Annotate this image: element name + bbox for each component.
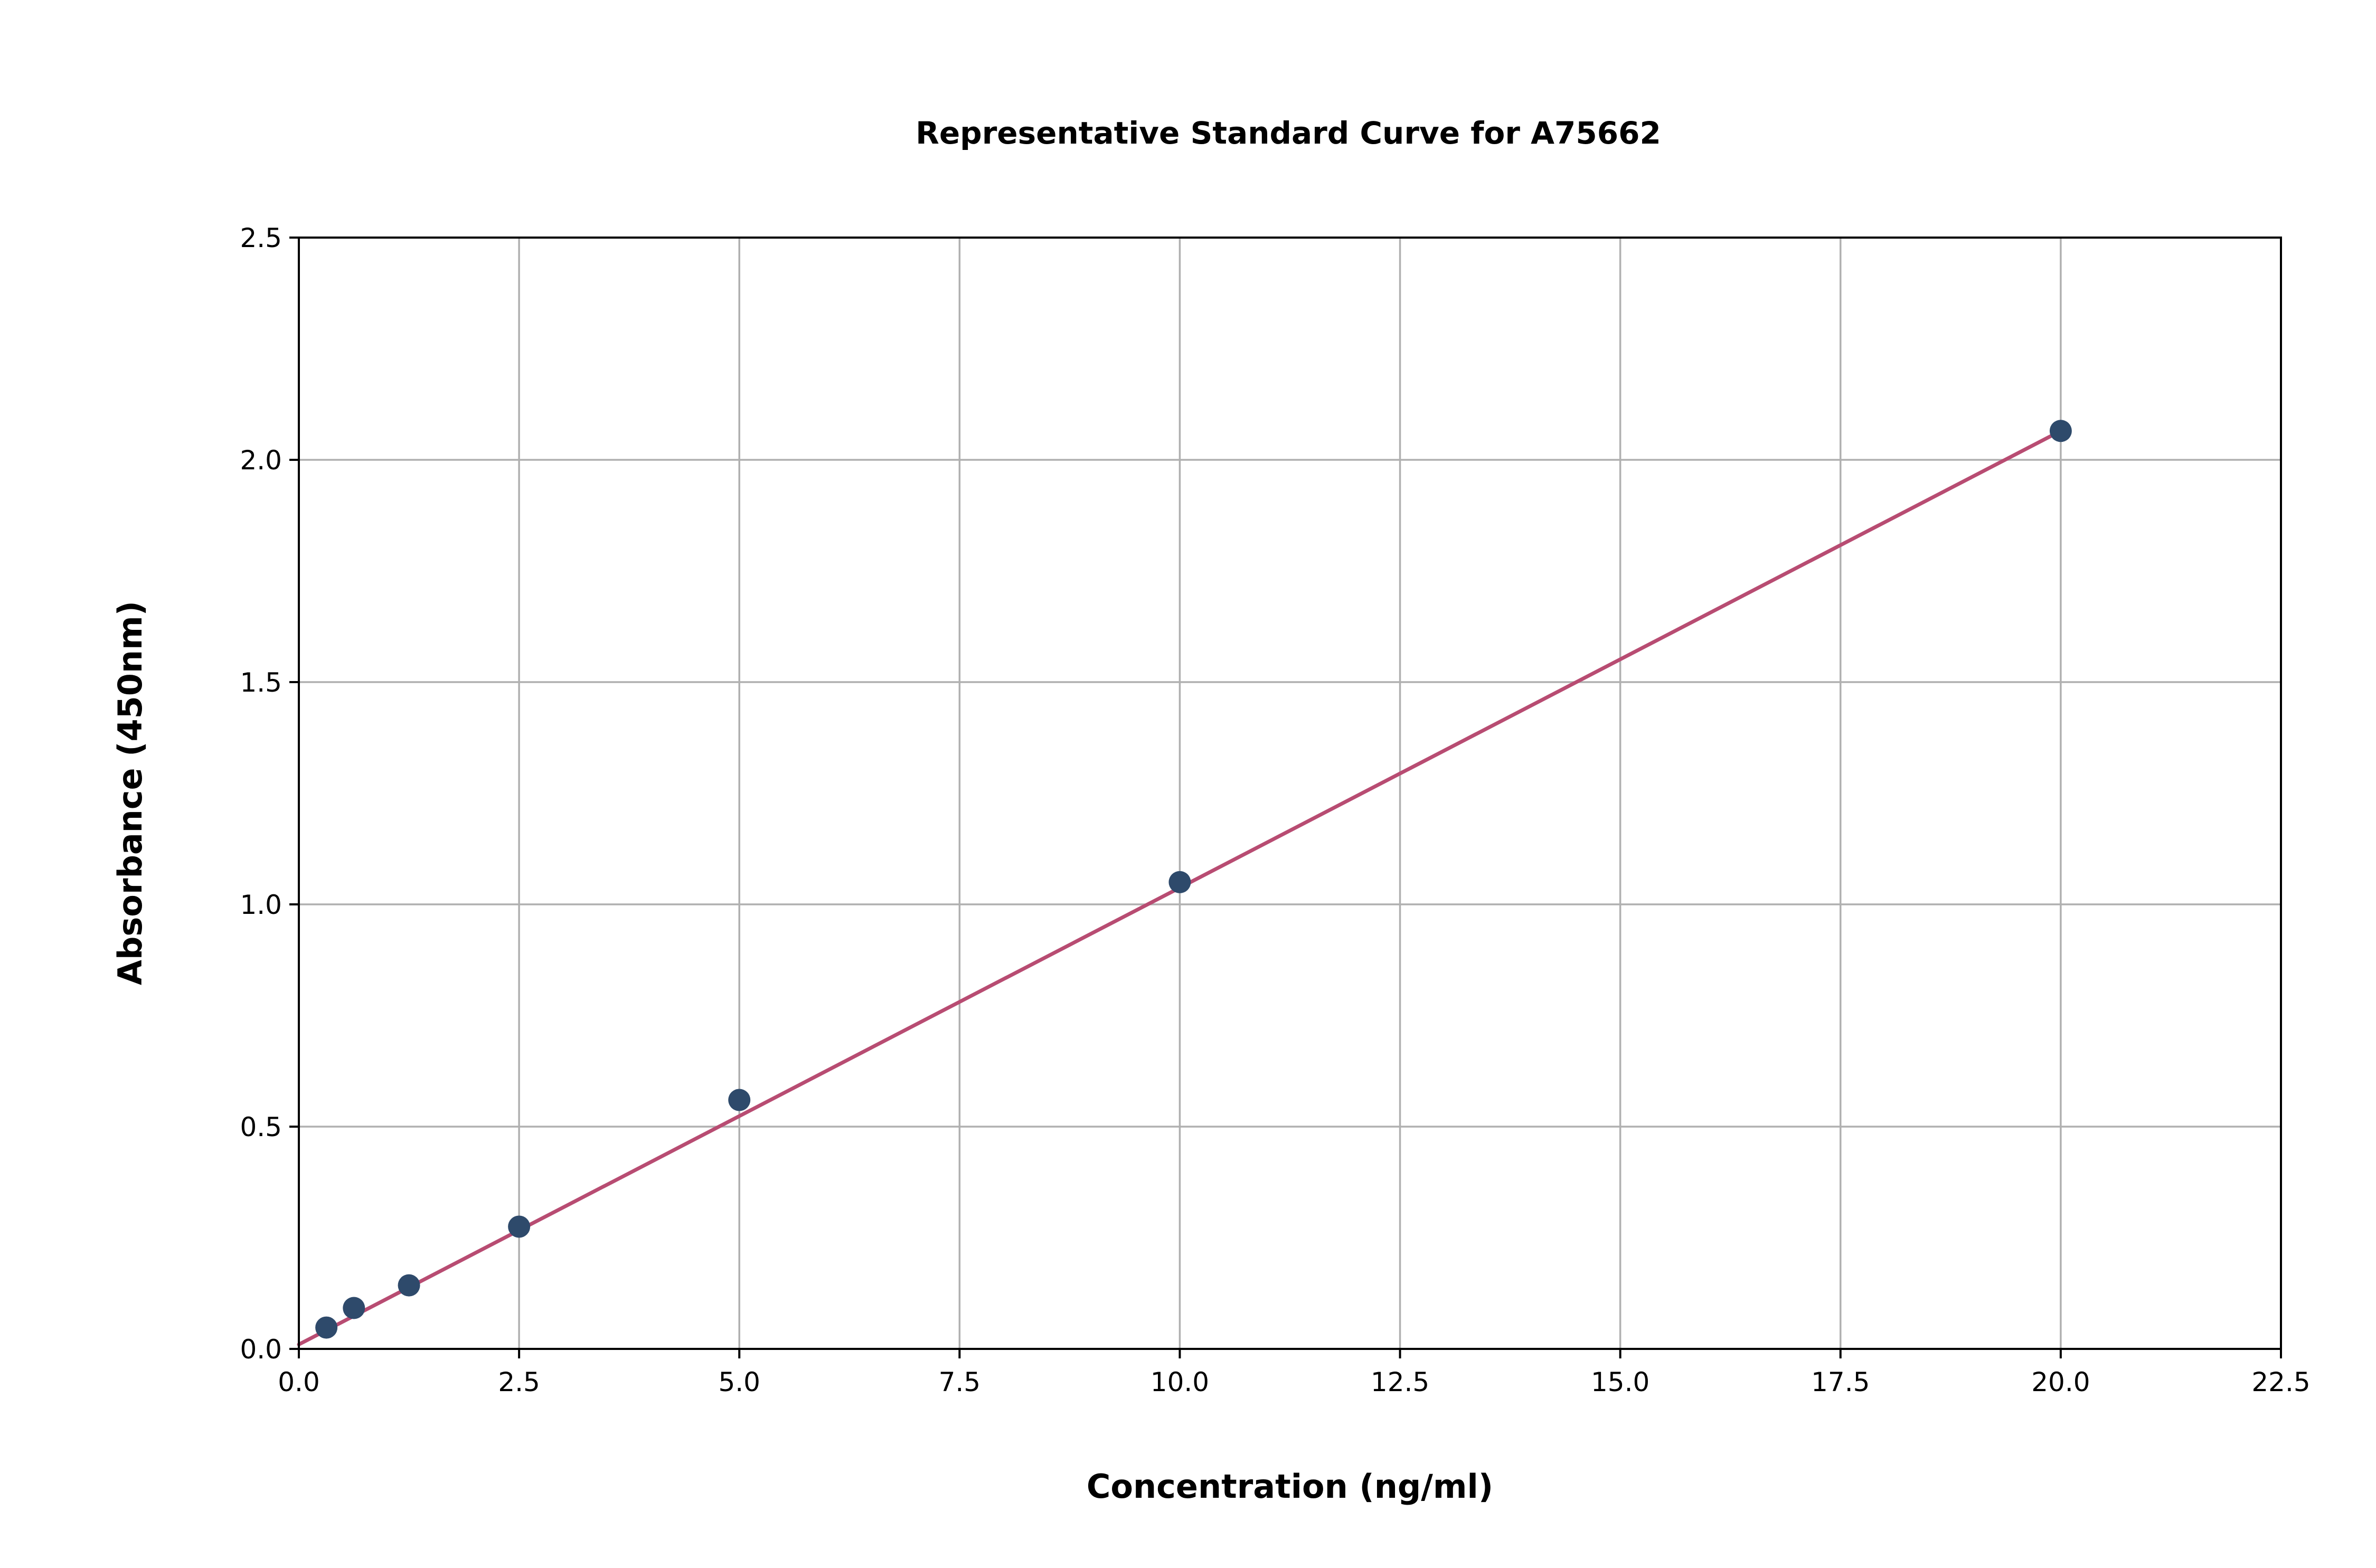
y-tick-label: 1.5 <box>240 667 282 698</box>
data-points <box>315 420 2072 1339</box>
data-point <box>315 1316 338 1339</box>
x-tick-label: 7.5 <box>939 1367 981 1397</box>
chart-title: Representative Standard Curve for A75662 <box>916 115 1661 151</box>
x-tick-label: 17.5 <box>1811 1367 1870 1397</box>
x-tick-label: 20.0 <box>2031 1367 2090 1397</box>
y-axis-label: Absorbance (450nm) <box>111 601 149 985</box>
x-tick-label: 0.0 <box>278 1367 320 1397</box>
y-tick-label: 1.0 <box>240 890 282 920</box>
y-tick-label: 0.5 <box>240 1112 282 1142</box>
data-point <box>398 1274 420 1297</box>
plot-frame <box>298 237 2282 1350</box>
x-tick-label: 22.5 <box>2251 1367 2310 1397</box>
x-axis-ticks: 0.0 2.5 5.0 7.5 10.0 12.5 15.0 17.5 20.0 22.5 <box>278 1349 2311 1397</box>
data-point <box>1168 871 1191 893</box>
data-point <box>2049 420 2072 442</box>
y-axis-ticks: 0.0 0.5 1.0 1.5 2.0 2.5 <box>240 223 299 1365</box>
y-tick-label: 2.0 <box>240 445 282 476</box>
x-tick-label: 2.5 <box>498 1367 540 1397</box>
data-point <box>508 1215 531 1238</box>
y-tick-label: 0.0 <box>240 1334 282 1365</box>
y-tick-label: 2.5 <box>240 223 282 253</box>
x-axis-label: Concentration (ng/ml) <box>1087 1467 1493 1506</box>
x-tick-label: 15.0 <box>1591 1367 1649 1397</box>
x-tick-label: 5.0 <box>718 1367 760 1397</box>
data-point <box>728 1089 751 1111</box>
x-tick-label: 12.5 <box>1371 1367 1429 1397</box>
data-point <box>343 1297 365 1319</box>
x-tick-label: 10.0 <box>1151 1367 1209 1397</box>
